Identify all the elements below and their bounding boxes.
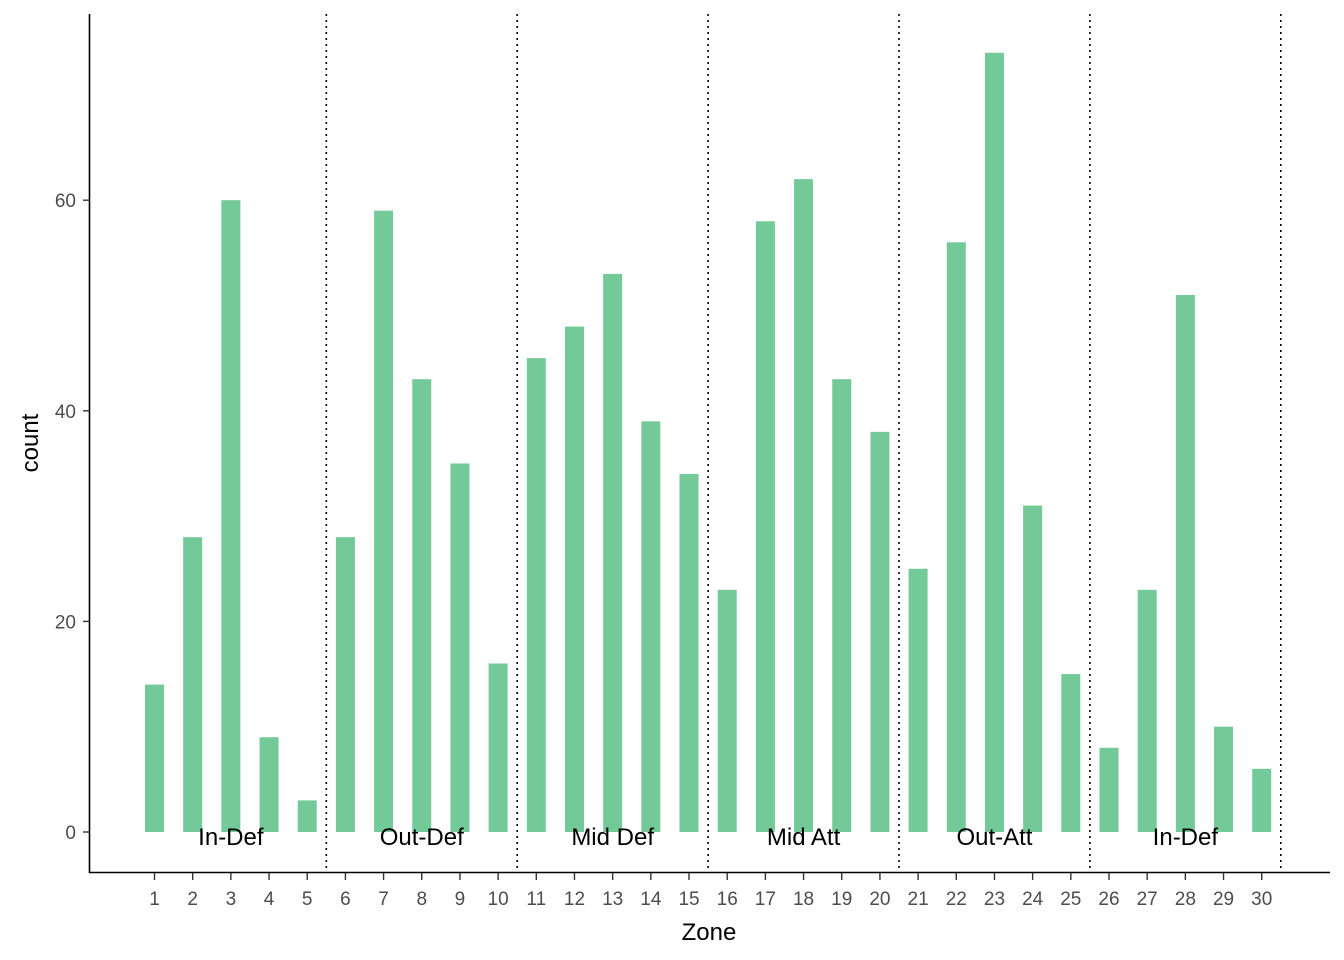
- x-axis-ticks: 1 2 3 4 5 6 7 8 9 10 11 12 13 14 15 16 17 18 19 20 21 22 23 24 2…: [149, 873, 1272, 910]
- bar-zone-20: [870, 431, 890, 832]
- x-tick-label: 10: [488, 889, 509, 910]
- y-tick-label: 40: [55, 402, 76, 423]
- bar-zone-14: [641, 421, 661, 832]
- zone-group-label: Mid Att: [767, 824, 841, 851]
- bar-zone-16: [717, 589, 737, 832]
- x-tick-label: 5: [302, 889, 313, 910]
- zone-group-label: Mid Def: [571, 824, 654, 851]
- x-tick-label: 28: [1175, 889, 1196, 910]
- bar-zone-18: [794, 179, 814, 832]
- bar-zone-19: [832, 379, 852, 832]
- y-tick-label: 60: [55, 191, 76, 212]
- x-tick-label: 23: [984, 889, 1005, 910]
- x-tick-label: 11: [526, 889, 546, 910]
- bar-zone-25: [1061, 674, 1081, 832]
- x-tick-label: 19: [831, 889, 852, 910]
- x-tick-label: 22: [946, 889, 967, 910]
- bar-zone-4: [259, 737, 279, 832]
- x-tick-label: 2: [187, 889, 198, 910]
- x-tick-label: 7: [378, 889, 389, 910]
- bar-zone-26: [1099, 747, 1119, 832]
- x-tick-label: 1: [149, 889, 160, 910]
- x-tick-label: 18: [793, 889, 814, 910]
- bar-zone-21: [908, 568, 928, 832]
- x-tick-label: 3: [226, 889, 237, 910]
- x-tick-label: 14: [640, 889, 662, 910]
- x-tick-label: 26: [1098, 889, 1119, 910]
- x-tick-label: 4: [264, 889, 275, 910]
- bar-zone-2: [183, 537, 203, 832]
- x-tick-label: 8: [416, 889, 427, 910]
- zone-group-label: In-Def: [1153, 824, 1219, 851]
- y-tick-label: 20: [55, 612, 76, 633]
- x-tick-label: 15: [678, 889, 699, 910]
- bar-zone-30: [1252, 768, 1272, 832]
- bar-zone-10: [488, 663, 508, 832]
- x-tick-label: 12: [564, 889, 585, 910]
- zone-group-label: Out-Att: [956, 824, 1032, 851]
- bar-zone-13: [603, 273, 623, 832]
- bar-zone-17: [755, 221, 775, 832]
- x-tick-label: 29: [1213, 889, 1234, 910]
- zone-group-labels: In-Def Out-Def Mid Def Mid Att Out-Att In-Def: [198, 824, 1218, 851]
- x-tick-label: 16: [717, 889, 738, 910]
- zone-group-label: Out-Def: [380, 824, 464, 851]
- bar-zone-29: [1214, 726, 1234, 832]
- x-tick-label: 30: [1251, 889, 1272, 910]
- bars-group: [145, 52, 1272, 833]
- bar-zone-9: [450, 463, 470, 832]
- x-tick-label: 13: [602, 889, 623, 910]
- zone-group-label: In-Def: [198, 824, 264, 851]
- x-tick-label: 20: [869, 889, 890, 910]
- x-tick-label: 9: [455, 889, 466, 910]
- bar-zone-7: [374, 210, 394, 833]
- y-axis-ticks: 0 20 40 60: [55, 191, 89, 844]
- bar-zone-5: [297, 800, 317, 832]
- bar-zone-23: [984, 52, 1004, 832]
- bar-zone-24: [1023, 505, 1043, 832]
- zone-dividers: [325, 14, 1282, 872]
- bar-zone-22: [946, 242, 966, 832]
- bar-zone-11: [526, 358, 546, 832]
- bar-zone-15: [679, 473, 699, 832]
- x-tick-label: 24: [1022, 889, 1044, 910]
- bar-zone-12: [564, 326, 584, 832]
- x-tick-label: 17: [755, 889, 776, 910]
- bar-zone-3: [221, 200, 241, 832]
- bar-zone-28: [1175, 294, 1195, 833]
- y-tick-label: 0: [65, 823, 76, 844]
- bar-zone-1: [145, 684, 164, 832]
- bar-zone-8: [412, 379, 432, 832]
- bar-zone-6: [335, 537, 355, 832]
- x-tick-label: 25: [1060, 889, 1081, 910]
- x-tick-label: 6: [340, 889, 351, 910]
- bar-zone-27: [1137, 589, 1157, 832]
- y-axis-title: count: [17, 413, 44, 472]
- x-axis-title: Zone: [682, 919, 737, 946]
- x-tick-label: 21: [908, 889, 929, 910]
- x-tick-label: 27: [1137, 889, 1158, 910]
